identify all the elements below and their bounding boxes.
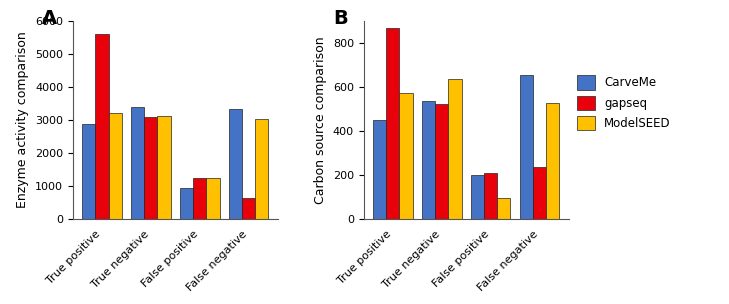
Y-axis label: Carbon source comparison: Carbon source comparison bbox=[314, 36, 327, 204]
Y-axis label: Enzyme activity comparison: Enzyme activity comparison bbox=[17, 32, 29, 209]
Bar bbox=[373, 120, 386, 219]
Bar bbox=[255, 119, 268, 219]
Bar bbox=[435, 104, 448, 219]
Bar bbox=[484, 173, 497, 219]
Bar bbox=[422, 102, 435, 219]
Bar bbox=[497, 198, 510, 219]
Bar bbox=[109, 113, 122, 219]
Bar bbox=[206, 178, 219, 219]
Bar bbox=[193, 178, 206, 219]
Bar bbox=[242, 199, 255, 219]
Bar bbox=[448, 79, 461, 219]
Bar bbox=[229, 109, 242, 219]
Bar bbox=[180, 188, 193, 219]
Text: B: B bbox=[333, 9, 348, 29]
Bar bbox=[95, 34, 109, 219]
Legend: CarveMe, gapseq, ModelSEED: CarveMe, gapseq, ModelSEED bbox=[572, 71, 675, 135]
Bar bbox=[386, 28, 399, 219]
Bar bbox=[520, 75, 533, 219]
Bar bbox=[157, 116, 171, 219]
Bar bbox=[399, 93, 413, 219]
Bar bbox=[144, 117, 157, 219]
Bar bbox=[82, 124, 95, 219]
Bar bbox=[546, 102, 559, 219]
Bar bbox=[471, 175, 484, 219]
Bar bbox=[131, 107, 144, 219]
Text: A: A bbox=[42, 9, 58, 29]
Bar bbox=[533, 167, 546, 219]
